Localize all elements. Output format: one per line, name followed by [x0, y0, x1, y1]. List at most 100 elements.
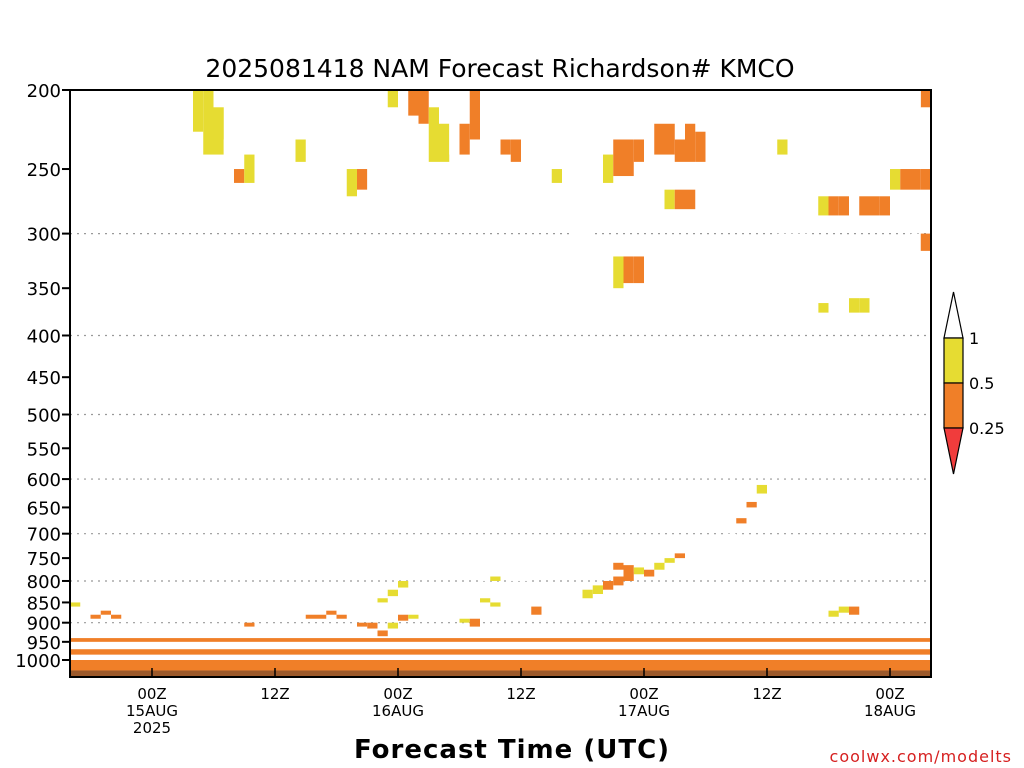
x-tick-label: 16AUG	[372, 702, 424, 720]
ri-cell	[592, 562, 603, 568]
ri-cell	[838, 196, 849, 216]
ri-cell	[387, 622, 398, 629]
ri-cell	[828, 610, 839, 617]
ri-cell	[469, 90, 480, 140]
ri-cell	[838, 303, 849, 318]
ri-cell	[818, 196, 829, 216]
ri-cell	[777, 585, 788, 595]
x-tick-label: 00Z	[875, 685, 904, 703]
ri-cell	[797, 233, 808, 246]
ri-cell	[910, 169, 921, 190]
ri-cell	[459, 618, 470, 623]
y-tick-label: 750	[27, 549, 61, 570]
ri-cell	[592, 585, 603, 595]
ground-surface	[70, 670, 931, 677]
ri-cell	[70, 638, 931, 642]
ri-cell	[726, 533, 737, 539]
ri-cell	[398, 580, 409, 588]
y-tick-label: 300	[27, 225, 61, 246]
ri-cell	[654, 123, 665, 155]
ri-cell	[305, 614, 316, 619]
ri-cell	[398, 614, 409, 621]
ri-cell	[387, 589, 398, 597]
ri-cell	[377, 90, 388, 108]
ri-cell	[562, 598, 573, 607]
ri-cell	[674, 553, 685, 559]
x-tick-label: 00Z	[629, 685, 658, 703]
y-tick-label: 350	[27, 279, 61, 300]
ri-cell	[664, 558, 675, 563]
ri-cell	[715, 139, 726, 162]
credit-text: coolwx.com/modelts	[830, 747, 1012, 766]
x-tick-label: 12Z	[506, 685, 535, 703]
plot-frame	[69, 89, 932, 678]
ri-cell	[357, 169, 368, 190]
ri-cell	[613, 562, 624, 570]
y-tick-label: 650	[27, 498, 61, 519]
ri-cell	[859, 602, 870, 607]
ri-cell	[603, 256, 614, 289]
x-tick-label: 15AUG	[126, 702, 178, 720]
ri-cell	[428, 614, 439, 619]
ri-cell	[644, 154, 655, 183]
ri-cell	[90, 154, 101, 197]
ri-cell	[623, 565, 634, 573]
ri-cell	[572, 298, 583, 313]
ri-cell	[336, 614, 347, 619]
ri-cell	[80, 606, 91, 613]
ri-cell	[490, 139, 501, 155]
ri-cell	[603, 562, 614, 568]
ri-cell	[439, 610, 450, 617]
ri-cell	[254, 139, 265, 183]
ri-cell	[480, 107, 491, 140]
ri-cell	[613, 576, 624, 586]
ri-cell	[377, 598, 388, 603]
ri-cell	[439, 123, 450, 162]
color-legend: 1 0.5 0.25	[943, 291, 1005, 475]
ri-cell	[480, 576, 491, 581]
y-tick-label: 900	[27, 614, 61, 635]
ri-cell	[408, 614, 419, 619]
ri-cell	[633, 139, 644, 162]
ri-cell	[910, 90, 921, 108]
ri-cell	[562, 562, 573, 568]
ri-cell	[234, 614, 245, 619]
ri-cell	[377, 630, 388, 637]
ri-cell	[603, 580, 614, 590]
ri-cell	[582, 227, 593, 246]
ri-cell	[654, 562, 665, 570]
ri-cell	[203, 90, 214, 155]
ri-cell	[633, 256, 644, 284]
ri-cell	[572, 594, 583, 603]
ri-cell	[777, 139, 788, 155]
ri-cell	[285, 610, 296, 615]
ri-cell	[490, 576, 501, 581]
y-axis: 200 250 300 350 400 450 500 550 600 650 700 7508008…	[15, 81, 70, 672]
ri-cell	[357, 622, 368, 627]
ri-cell	[900, 139, 911, 155]
chart-title: 2025081418 NAM Forecast Richardson# KMCO	[205, 54, 794, 83]
ri-cell	[70, 649, 931, 655]
ri-cell	[613, 139, 624, 177]
ri-cell	[346, 610, 357, 615]
ri-cell	[664, 256, 675, 284]
y-tick-label: 550	[27, 439, 61, 460]
ri-cell	[828, 196, 839, 216]
ri-cell	[838, 606, 849, 613]
ri-cell	[685, 123, 696, 162]
y-tick-label: 850	[27, 593, 61, 614]
ri-cell	[859, 196, 870, 216]
ri-cell	[859, 298, 870, 313]
ri-cell	[469, 618, 480, 627]
ri-cell	[562, 154, 573, 177]
ri-cell	[141, 622, 152, 627]
ri-cell	[900, 169, 911, 190]
ri-cell	[490, 602, 501, 607]
ri-cell	[623, 572, 634, 581]
ri-cell	[387, 90, 398, 108]
ri-cell	[767, 448, 778, 455]
ri-cell	[295, 139, 306, 162]
ri-cell	[500, 139, 511, 155]
ri-cell	[869, 298, 880, 313]
